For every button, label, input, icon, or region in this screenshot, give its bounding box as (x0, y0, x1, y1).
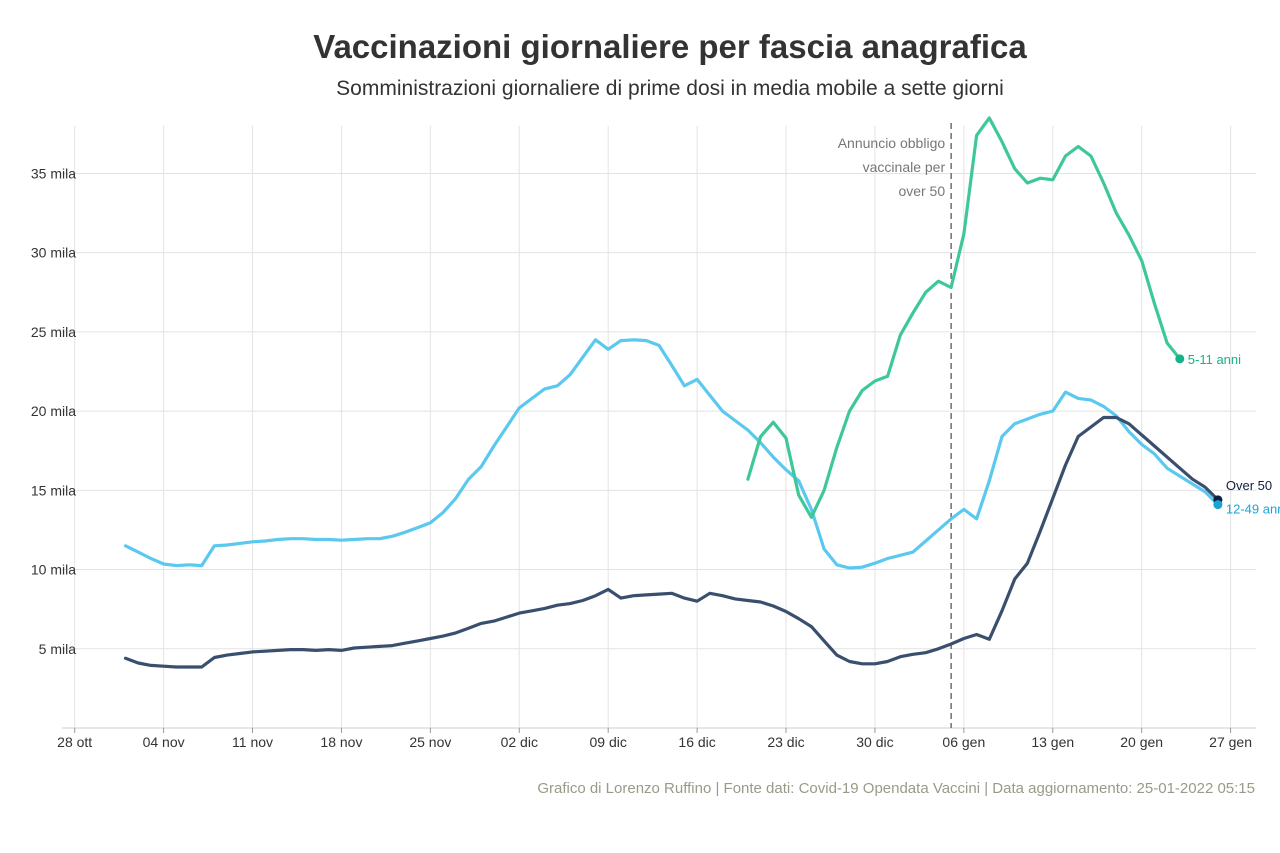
x-tick-label: 13 gen (1031, 734, 1074, 750)
chart-caption: Grafico di Lorenzo Ruffino | Fonte dati:… (537, 780, 1255, 797)
y-tick-label: 35 mila (31, 165, 76, 181)
y-tick-label: 20 mila (31, 403, 76, 419)
annotation-text: Annuncio obbligo (838, 135, 946, 151)
series-line (123, 338, 1220, 570)
y-tick-label: 15 mila (31, 482, 76, 498)
x-axis: 28 ott 04 nov 11 nov 18 nov 25 nov 02 dic 09 d… (57, 728, 1252, 750)
x-tick-label: 16 dic (678, 734, 715, 750)
series-label: 12-49 anni (1226, 502, 1280, 517)
x-tick-label: 09 dic (590, 734, 627, 750)
y-tick-label: 25 mila (31, 324, 76, 340)
series-line (746, 116, 1182, 519)
x-tick-label: 04 nov (143, 734, 185, 750)
x-tick-label: 25 nov (409, 734, 451, 750)
x-tick-label: 11 nov (232, 734, 273, 750)
x-tick-label: 06 gen (942, 734, 985, 750)
series-label: 5-11 anni (1188, 352, 1241, 367)
series-lines (123, 116, 1220, 669)
chart-title: Vaccinazioni giornaliere per fascia anag… (313, 28, 1027, 65)
y-tick-label: 30 mila (31, 245, 76, 261)
x-tick-label: 30 dic (856, 734, 893, 750)
series-labels: 5-11 anni Over 50 12-49 anni (1175, 352, 1280, 517)
annotation-text: vaccinale per (863, 159, 946, 175)
x-tick-label: 20 gen (1120, 734, 1163, 750)
x-tick-label: 27 gen (1209, 734, 1252, 750)
chart-subtitle: Somministrazioni giornaliere di prime do… (336, 77, 1004, 100)
series-label: Over 50 (1226, 478, 1272, 493)
y-tick-label: 10 mila (31, 562, 76, 578)
end-marker (1175, 354, 1185, 364)
x-tick-label: 28 ott (57, 734, 92, 750)
annotation-text: over 50 (898, 183, 945, 199)
end-marker (1213, 500, 1223, 510)
series-line (123, 415, 1220, 669)
x-tick-label: 23 dic (767, 734, 804, 750)
y-axis: 5 mila 10 mila 15 mila 20 mila 25 mila 30 mil… (31, 165, 76, 656)
grid (62, 126, 1256, 729)
y-tick-label: 5 mila (39, 641, 77, 657)
x-tick-label: 02 dic (501, 734, 538, 750)
x-tick-label: 18 nov (320, 734, 362, 750)
annotation: Annuncio obbligo vaccinale per over 50 (838, 123, 952, 728)
